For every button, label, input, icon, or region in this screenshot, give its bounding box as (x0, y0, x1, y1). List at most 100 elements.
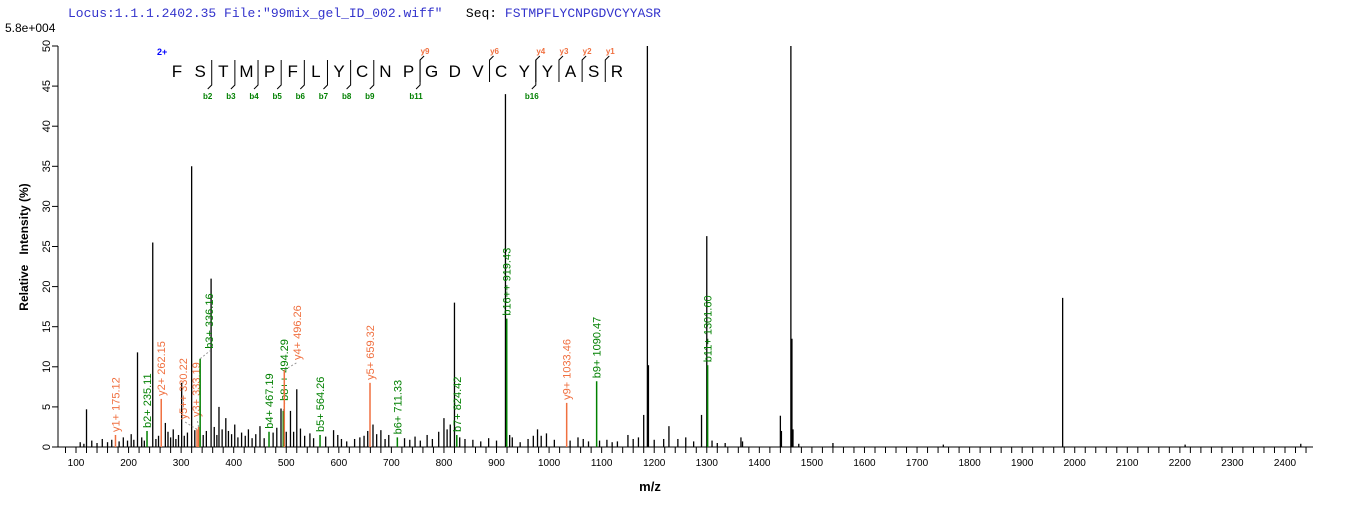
x-tick-label: 1700 (906, 458, 929, 469)
b-ion-marker (369, 60, 375, 90)
y-ion-marker (535, 55, 541, 82)
label-leader-line (196, 418, 200, 428)
peak-label: y2+ 262.15 (156, 341, 168, 396)
label-leader-line (284, 361, 299, 371)
x-tick-label: 200 (120, 458, 137, 469)
y-ion-label: y3 (560, 47, 569, 56)
b-ion-label: b8 (342, 92, 352, 101)
y-ion-marker (489, 55, 494, 82)
residue: L (311, 62, 320, 81)
peak-label: b2+ 235.11 (142, 373, 154, 428)
b-ion-marker (253, 60, 259, 90)
axes: 0 5 10 15 20 25 30 35 40 45 50 100 200 300 400 500 600 70… (41, 40, 1313, 469)
x-tick-label: 2300 (1221, 458, 1244, 469)
x-tick-label: 1600 (853, 458, 876, 469)
peak-label: b7+ 824.42 (452, 377, 464, 432)
residue: Y (542, 62, 553, 81)
residue: C (356, 62, 368, 81)
locus-text: Locus:1.1.1.2402.35 (68, 6, 217, 21)
residue: T (218, 62, 228, 81)
y-tick-label: 5 (41, 404, 53, 410)
residue: N (379, 62, 391, 81)
b-ion-label: b7 (319, 92, 329, 101)
residue: F (288, 62, 298, 81)
label-leader-line (199, 350, 211, 360)
residue: A (565, 62, 577, 81)
peak-label: b9+ 1090.47 (592, 317, 604, 378)
x-axis-label: m/z (639, 479, 661, 494)
y-tick-label: 10 (41, 361, 53, 373)
x-tick-label: 1400 (748, 458, 771, 469)
y-tick-label: 20 (41, 280, 53, 292)
b-ion-marker (207, 60, 213, 90)
y-ion-marker (558, 55, 564, 82)
x-tick-label: 900 (488, 458, 505, 469)
b-ion-marker (346, 60, 352, 90)
peak-label: b16++ 919.43 (502, 248, 514, 316)
intensity-scale-label: 5.8e+004 (5, 21, 56, 35)
b-ion-label: b16 (525, 92, 539, 101)
residue: P (403, 62, 414, 81)
b-ion-marker (323, 60, 328, 90)
x-tick-label: 1100 (591, 458, 613, 469)
seq-label: Seq: (465, 6, 498, 21)
x-tick-label: 1800 (958, 458, 981, 469)
y-tick-label: 45 (41, 80, 53, 92)
peak-label: b6+ 711.33 (392, 380, 404, 435)
x-tick-label: 300 (173, 458, 190, 469)
y-ion-marker (604, 55, 610, 82)
residue: S (194, 62, 205, 81)
b-ion-label: b3 (226, 92, 236, 101)
x-tick-label: 1500 (801, 458, 824, 469)
residue: Y (333, 62, 344, 81)
b-ion-label: b4 (249, 92, 259, 101)
residue: R (611, 62, 623, 81)
residue: G (425, 62, 438, 81)
y-tick-label: 50 (41, 40, 53, 52)
y-ion-label: y2 (583, 47, 592, 56)
x-tick-label: 1000 (538, 458, 561, 469)
b-ion-label: b5 (273, 92, 283, 101)
label-leader-line (183, 420, 198, 430)
b-ion-marker (299, 60, 305, 90)
peak-label: b4+ 467.19 (264, 373, 276, 428)
file-text: File:"99mix_gel_ID_002.wiff" (224, 6, 443, 21)
peak-label: y9+ 1033.46 (562, 339, 574, 400)
peak-label: y4+ 496.26 (292, 305, 304, 360)
x-tick-label: 100 (68, 458, 85, 469)
peak-label: b3+ 336.16 (204, 293, 216, 348)
y-ion-label: y9 (421, 47, 430, 56)
x-tick-label: 700 (383, 458, 400, 469)
residue: Y (519, 62, 530, 81)
peaks (79, 46, 1302, 447)
y-ion-marker (581, 55, 587, 82)
residue: P (264, 62, 275, 81)
x-tick-label: 2200 (1169, 458, 1192, 469)
peak-label: y5+ 659.32 (365, 325, 377, 380)
y-tick-label: 30 (41, 200, 53, 212)
peak-label: y3+ 333.19 (191, 362, 203, 417)
x-tick-label: 2100 (1116, 458, 1139, 469)
residue: S (588, 62, 599, 81)
peak-label: b5+ 564.26 (315, 377, 327, 432)
b-ion-marker (230, 60, 236, 90)
x-tick-label: 500 (278, 458, 295, 469)
y-tick-label: 15 (41, 321, 53, 333)
peak-label: y5++ 330.22 (178, 358, 190, 419)
peak-label: y1+ 175.12 (110, 377, 122, 432)
y-tick-label: 35 (41, 160, 53, 172)
residue: F (172, 62, 182, 81)
y-tick-label: 40 (41, 120, 53, 132)
x-tick-label: 2400 (1274, 458, 1297, 469)
x-tick-label: 400 (225, 458, 242, 469)
b-ion-marker (415, 60, 421, 90)
y-ion-label: y1 (606, 47, 615, 56)
spectrum-header: Locus:1.1.1.2402.35 File:"99mix_gel_ID_0… (68, 6, 661, 21)
y-ion-marker (419, 55, 425, 82)
x-tick-label: 600 (330, 458, 347, 469)
peak-label: b11+ 1301.60 (703, 295, 715, 362)
y-ion-label: y4 (536, 47, 545, 56)
residue: V (472, 62, 484, 81)
y-tick-label: 0 (41, 444, 53, 450)
